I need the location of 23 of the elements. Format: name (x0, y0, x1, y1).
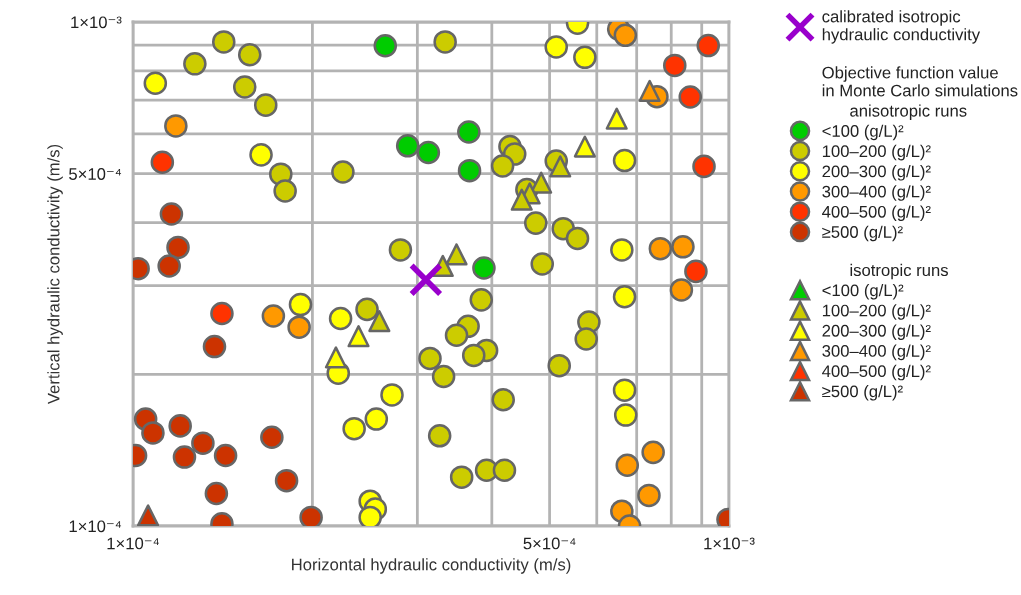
legend-label: 100–200 (g/L)² (822, 304, 931, 320)
x-tick-label: 1×10⁻⁴ (107, 537, 159, 550)
x-tick-label: 5×10⁻⁴ (523, 537, 576, 550)
text: isotropic runs (850, 263, 948, 280)
legend-label: ≥500 (g/L)² (822, 225, 903, 242)
legend-label: 400–500 (g/L)² (822, 205, 931, 221)
legend-label: 300–400 (g/L)² (822, 344, 931, 361)
x-axis-title: Horizontal hydraulic conductivity (m/s) (292, 558, 571, 574)
text: anisotropic runs (850, 104, 967, 120)
legend-label: <100 (g/L)² (822, 124, 904, 141)
y-tick-label: 5×10⁻⁴ (69, 168, 122, 180)
legend-label: 200–300 (g/L)² (822, 324, 931, 340)
legend-label: 200–300 (g/L)² (822, 165, 931, 181)
legend-label: 400–500 (g/L)² (822, 364, 931, 381)
y-tick-label: 1×10⁻³ (71, 16, 122, 29)
legend-label: 100–200 (g/L)² (822, 144, 931, 161)
x-tick-label: 1×10⁻³ (704, 537, 755, 550)
y-tick-label: 1×10⁻⁴ (69, 520, 122, 533)
legend-label: calibrated isotropic hydraulic conductivity (822, 10, 981, 44)
legend-label: 300–400 (g/L)² (822, 185, 931, 201)
y-axis-title: Vertical hydraulic conductivity (m/s) (47, 144, 63, 405)
legend-label: <100 (g/L)² (822, 284, 904, 300)
legend-label: ≥500 (g/L)² (822, 385, 903, 401)
